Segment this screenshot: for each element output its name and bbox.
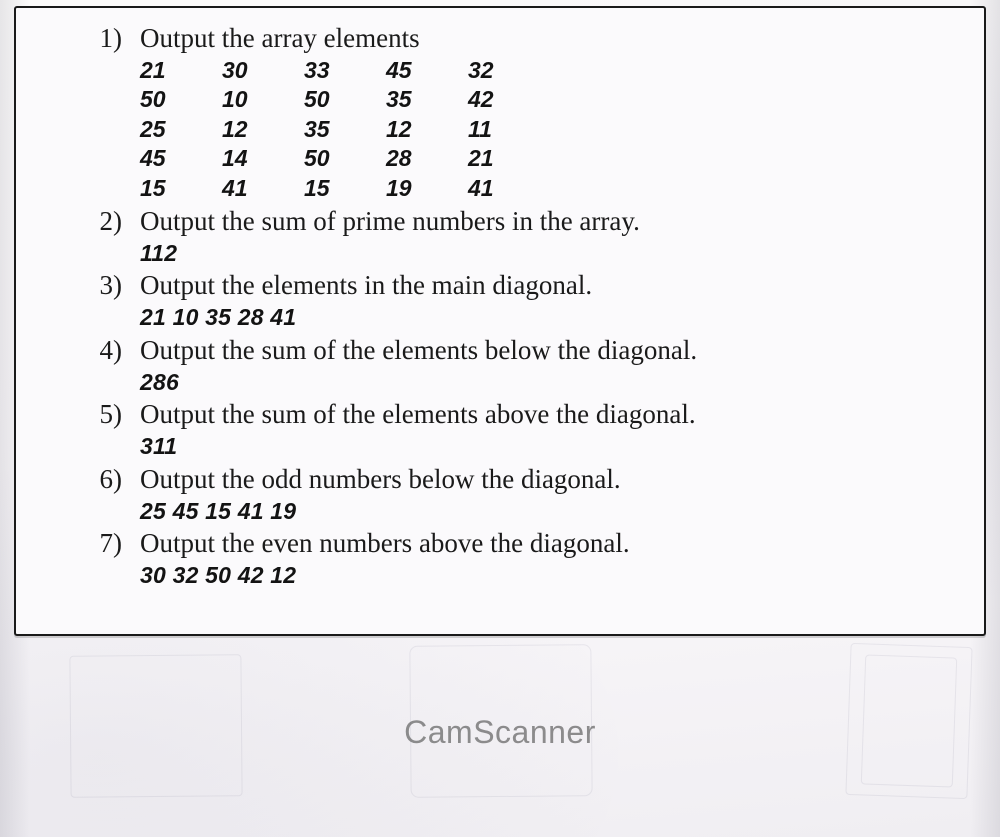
item-4-question-row: 4) Output the sum of the elements below … <box>76 334 944 368</box>
item-7-number: 7) <box>76 528 140 559</box>
matrix-cell: 45 <box>140 144 222 173</box>
matrix-cell: 30 <box>222 56 304 85</box>
item-6: 6) Output the odd numbers below the diag… <box>76 463 944 526</box>
matrix-cell: 21 <box>140 56 222 85</box>
matrix-row: 45 14 50 28 21 <box>140 144 944 173</box>
matrix-cell: 19 <box>386 174 468 203</box>
item-4-question: Output the sum of the elements below the… <box>140 334 697 368</box>
item-5-answer: 311 <box>76 432 944 461</box>
matrix-cell: 50 <box>304 85 386 114</box>
content-box: 1) Output the array elements 21 30 33 45… <box>14 6 986 636</box>
matrix-cell: 21 <box>468 144 550 173</box>
matrix-row: 25 12 35 12 11 <box>140 115 944 144</box>
item-7: 7) Output the even numbers above the dia… <box>76 527 944 590</box>
matrix-cell: 41 <box>222 174 304 203</box>
item-6-question: Output the odd numbers below the diagona… <box>140 463 621 497</box>
item-3-number: 3) <box>76 270 140 301</box>
item-2-answer: 112 <box>76 239 944 268</box>
matrix-cell: 15 <box>140 174 222 203</box>
matrix-cell: 35 <box>386 85 468 114</box>
item-4-answer: 286 <box>76 368 944 397</box>
array-matrix: 21 30 33 45 32 50 10 50 35 42 25 <box>76 56 944 203</box>
matrix-cell: 45 <box>386 56 468 85</box>
matrix-cell: 35 <box>304 115 386 144</box>
matrix-cell: 11 <box>468 115 550 144</box>
item-3-question-row: 3) Output the elements in the main diago… <box>76 269 944 303</box>
item-1-number: 1) <box>76 23 140 54</box>
item-7-question-row: 7) Output the even numbers above the dia… <box>76 527 944 561</box>
item-5: 5) Output the sum of the elements above … <box>76 398 944 461</box>
item-1: 1) Output the array elements 21 30 33 45… <box>76 22 944 203</box>
matrix-cell: 10 <box>222 85 304 114</box>
content: 1) Output the array elements 21 30 33 45… <box>76 22 944 592</box>
matrix-cell: 33 <box>304 56 386 85</box>
item-3-question: Output the elements in the main diagonal… <box>140 269 592 303</box>
item-2: 2) Output the sum of prime numbers in th… <box>76 205 944 268</box>
item-5-question: Output the sum of the elements above the… <box>140 398 696 432</box>
camscanner-watermark: CamScanner <box>0 714 1000 751</box>
item-4-number: 4) <box>76 335 140 366</box>
item-2-question: Output the sum of prime numbers in the a… <box>140 205 640 239</box>
matrix-cell: 50 <box>304 144 386 173</box>
item-6-answer: 25 45 15 41 19 <box>76 497 944 526</box>
item-6-number: 6) <box>76 464 140 495</box>
matrix-cell: 32 <box>468 56 550 85</box>
matrix-cell: 14 <box>222 144 304 173</box>
matrix-cell: 12 <box>222 115 304 144</box>
matrix-row: 21 30 33 45 32 <box>140 56 944 85</box>
item-2-question-row: 2) Output the sum of prime numbers in th… <box>76 205 944 239</box>
matrix-cell: 42 <box>468 85 550 114</box>
item-5-question-row: 5) Output the sum of the elements above … <box>76 398 944 432</box>
item-1-question: Output the array elements <box>140 22 420 56</box>
item-1-question-row: 1) Output the array elements <box>76 22 944 56</box>
item-5-number: 5) <box>76 399 140 430</box>
matrix-cell: 28 <box>386 144 468 173</box>
matrix-cell: 25 <box>140 115 222 144</box>
matrix-cell: 50 <box>140 85 222 114</box>
matrix-cell: 15 <box>304 174 386 203</box>
item-2-number: 2) <box>76 206 140 237</box>
scanned-page: 1) Output the array elements 21 30 33 45… <box>0 0 1000 837</box>
item-3-answer: 21 10 35 28 41 <box>76 303 944 332</box>
item-3: 3) Output the elements in the main diago… <box>76 269 944 332</box>
matrix-cell: 12 <box>386 115 468 144</box>
matrix-row: 50 10 50 35 42 <box>140 85 944 114</box>
item-7-question: Output the even numbers above the diagon… <box>140 527 630 561</box>
item-4: 4) Output the sum of the elements below … <box>76 334 944 397</box>
matrix-row: 15 41 15 19 41 <box>140 174 944 203</box>
item-7-answer: 30 32 50 42 12 <box>76 561 944 590</box>
matrix-cell: 41 <box>468 174 550 203</box>
item-6-question-row: 6) Output the odd numbers below the diag… <box>76 463 944 497</box>
